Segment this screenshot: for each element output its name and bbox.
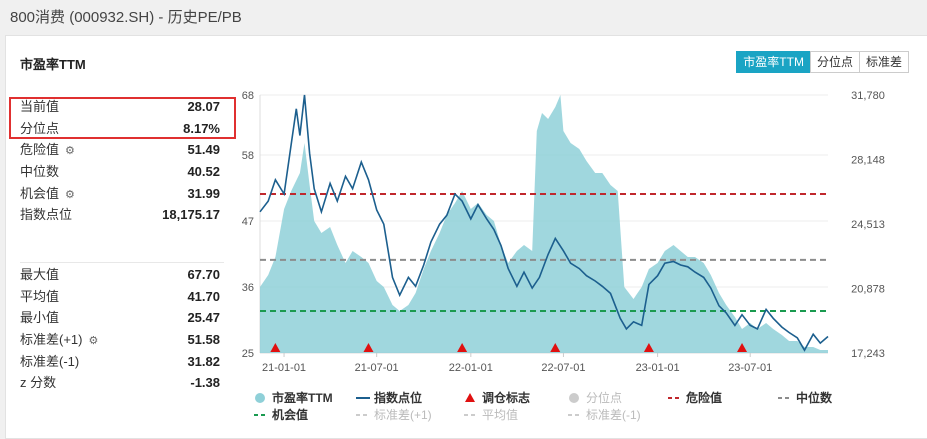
pe-ttm-area	[260, 95, 828, 353]
stat-row: 当前值 28.07	[20, 96, 220, 118]
stat-label: 最大值	[20, 267, 60, 282]
stat-label: 标准差(+1) ⚙	[20, 329, 98, 353]
y-right-tick-label: 31,780	[851, 90, 885, 102]
page-title: 800消费 (000932.SH) - 历史PE/PB	[10, 9, 242, 26]
rebalance-marker	[363, 343, 374, 352]
stat-row: 平均值 41.70	[20, 286, 220, 308]
stat-row: 最大值 67.70	[20, 264, 220, 286]
legend-swatch	[569, 393, 579, 403]
x-tick-label: 23-07-01	[728, 362, 772, 374]
stat-value: 25.47	[187, 310, 220, 326]
stat-value: 51.58	[187, 332, 220, 348]
stat-label: 分位点	[20, 120, 60, 136]
percentile-button[interactable]: 分位点	[809, 51, 860, 73]
stats-bottom-list: 最大值 67.70 平均值 41.70 最小值 25.47 标准差(+1) ⚙ 51.58 标准差…	[20, 264, 220, 394]
y-left-tick-label: 47	[242, 216, 254, 228]
stat-value: 67.70	[187, 267, 220, 282]
highlight-box	[9, 97, 236, 139]
legend-label: 平均值	[482, 407, 518, 422]
pe-ttm-button[interactable]: 市盈率TTM	[736, 51, 811, 73]
stat-value: 28.07	[187, 99, 220, 114]
stat-row: 危险值 ⚙ 51.49	[20, 139, 220, 161]
gear-icon[interactable]: ⚙	[88, 335, 99, 348]
stat-value: 31.82	[187, 353, 220, 369]
legend-swatch	[465, 393, 475, 402]
rebalance-marker	[457, 343, 468, 352]
stat-value: 18,175.17	[162, 207, 220, 223]
legend-label: 危险值	[685, 390, 722, 405]
x-tick-label: 21-01-01	[262, 362, 306, 374]
stat-value: 40.52	[187, 164, 220, 180]
stat-value: 41.70	[187, 288, 220, 304]
rebalance-marker	[737, 343, 748, 352]
gear-icon[interactable]: ⚙	[65, 145, 75, 158]
stat-value: 8.17%	[183, 120, 220, 136]
stat-row: 中位数 40.52	[20, 161, 220, 183]
y-right-tick-label: 17,243	[851, 348, 885, 360]
y-left-tick-label: 68	[242, 90, 254, 102]
stat-value: 31.99	[187, 185, 220, 201]
stats-top-list: 当前值 28.07 分位点 8.17% 危险值 ⚙ 51.49 中位数 40.52 机会值 ⚙ 31.…	[20, 96, 220, 226]
y-right-tick-label: 24,513	[851, 219, 885, 231]
x-tick-label: 22-07-01	[541, 362, 585, 374]
stat-row: 标准差(-1) 31.82	[20, 351, 220, 373]
x-tick-label: 21-07-01	[355, 362, 399, 374]
stat-label: 标准差(-1)	[20, 353, 80, 369]
legend-label: 标准差(+1)	[374, 408, 432, 422]
x-tick-label: 22-01-01	[449, 362, 493, 374]
stat-row: 标准差(+1) ⚙ 51.58	[20, 329, 220, 351]
stat-row: 分位点 8.17%	[20, 118, 220, 140]
y-right-tick-label: 20,878	[851, 283, 885, 295]
y-right-tick-label: 28,148	[851, 154, 885, 166]
legend-label: 市盈率TTM	[272, 390, 333, 405]
stat-row: 机会值 ⚙ 31.99	[20, 183, 220, 205]
y-left-tick-label: 58	[242, 150, 254, 162]
stat-row: z 分数 -1.38	[20, 372, 220, 394]
stat-label: 当前值	[20, 99, 60, 114]
stat-label: 危险值 ⚙	[20, 139, 75, 163]
stat-label: 中位数	[20, 164, 60, 180]
stat-label: 指数点位	[20, 207, 73, 223]
std-dev-button[interactable]: 标准差	[858, 51, 909, 73]
panel-title: 市盈率TTM	[20, 57, 86, 72]
stat-row: 指数点位 18,175.17	[20, 204, 220, 226]
stat-value: -1.38	[190, 375, 220, 391]
x-tick-label: 23-01-01	[636, 362, 680, 374]
legend-label: 指数点位	[374, 390, 422, 405]
legend-label: 标准差(-1)	[586, 408, 641, 422]
legend-label: 调仓标志	[482, 390, 530, 405]
stat-label: z 分数	[20, 375, 57, 391]
legend-swatch	[255, 393, 265, 403]
stat-value: 51.49	[187, 142, 220, 158]
view-toggle-group: 市盈率TTM 分位点 标准差	[736, 51, 909, 73]
rebalance-marker	[270, 343, 281, 352]
stat-row: 最小值 25.47	[20, 307, 220, 329]
y-left-tick-label: 36	[242, 282, 254, 294]
rebalance-marker	[550, 343, 561, 352]
legend-label: 分位点	[586, 390, 622, 405]
stat-label: 最小值	[20, 310, 60, 326]
y-left-tick-label: 25	[242, 348, 254, 360]
stat-label: 机会值 ⚙	[20, 183, 75, 207]
gear-icon[interactable]: ⚙	[65, 188, 75, 201]
index-level-line	[259, 94, 829, 352]
legend-label: 中位数	[796, 390, 833, 405]
stats-divider	[20, 262, 224, 263]
rebalance-marker	[643, 343, 654, 352]
stat-label: 平均值	[20, 288, 60, 304]
legend-label: 机会值	[272, 407, 308, 422]
